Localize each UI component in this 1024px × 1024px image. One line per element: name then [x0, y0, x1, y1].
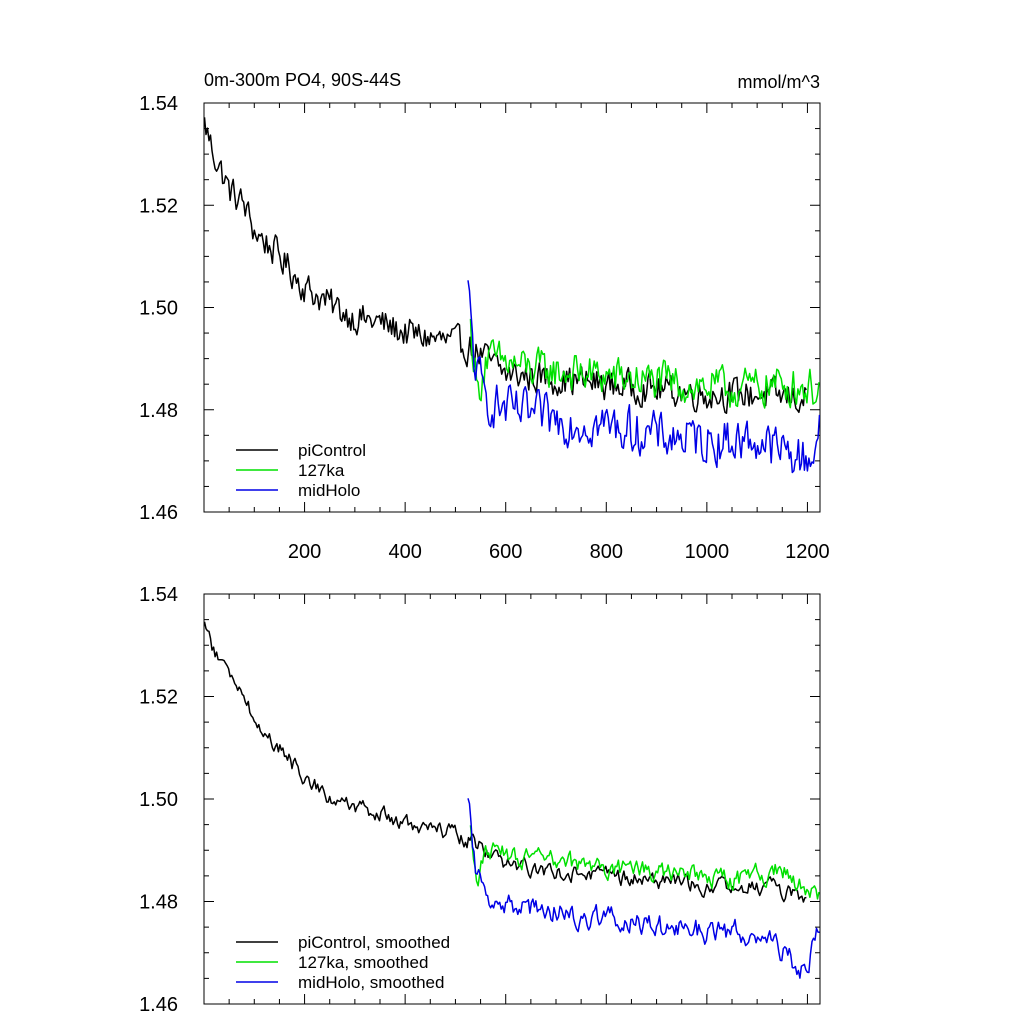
x-tick-label: 600 [489, 541, 522, 563]
y-tick-label: 1.48 [139, 400, 178, 422]
units-label: mmol/m^3 [738, 72, 820, 92]
plot-frame [203, 593, 821, 1005]
x-tick-label: 400 [388, 541, 421, 563]
legend-label: midHolo, smoothed [298, 973, 444, 992]
series-line-picontrol [204, 117, 808, 414]
x-tick-label: 800 [590, 541, 623, 563]
y-tick-label: 1.54 [139, 584, 178, 606]
y-tick-label: 1.46 [139, 502, 178, 524]
y-tick-label: 1.46 [139, 994, 178, 1016]
y-tick-label: 1.50 [139, 298, 178, 320]
plot-frame [203, 102, 821, 513]
series-line-midholo [467, 798, 820, 979]
series-line-picontrol [204, 621, 807, 903]
top-panel: 1.46 1.48 1.50 1.52 1.54 200 400 600 800 1000 1200… [139, 93, 830, 563]
series-line-127ka [469, 825, 820, 900]
series-line-127ka [469, 318, 820, 409]
legend-label: 127ka [298, 461, 345, 480]
legend-label: midHolo [298, 481, 360, 500]
y-tick-label: 1.52 [139, 195, 178, 217]
y-tick-label: 1.54 [139, 93, 178, 115]
legend-label: piControl, smoothed [298, 933, 450, 952]
legend-label: 127ka, smoothed [298, 953, 428, 972]
x-tick-label: 200 [288, 541, 321, 563]
series-line-midholo [467, 280, 820, 474]
panel-title: 0m-300m PO4, 90S-44S [204, 70, 401, 90]
x-tick-label: 1200 [785, 541, 830, 563]
x-tick-label: 1000 [685, 541, 730, 563]
bottom-panel: 1.46 1.48 1.50 1.52 1.54 piControl, smoothed1… [139, 584, 821, 1016]
y-tick-label: 1.50 [139, 789, 178, 811]
y-tick-label: 1.48 [139, 892, 178, 914]
y-tick-label: 1.52 [139, 687, 178, 709]
legend-label: piControl [298, 441, 366, 460]
